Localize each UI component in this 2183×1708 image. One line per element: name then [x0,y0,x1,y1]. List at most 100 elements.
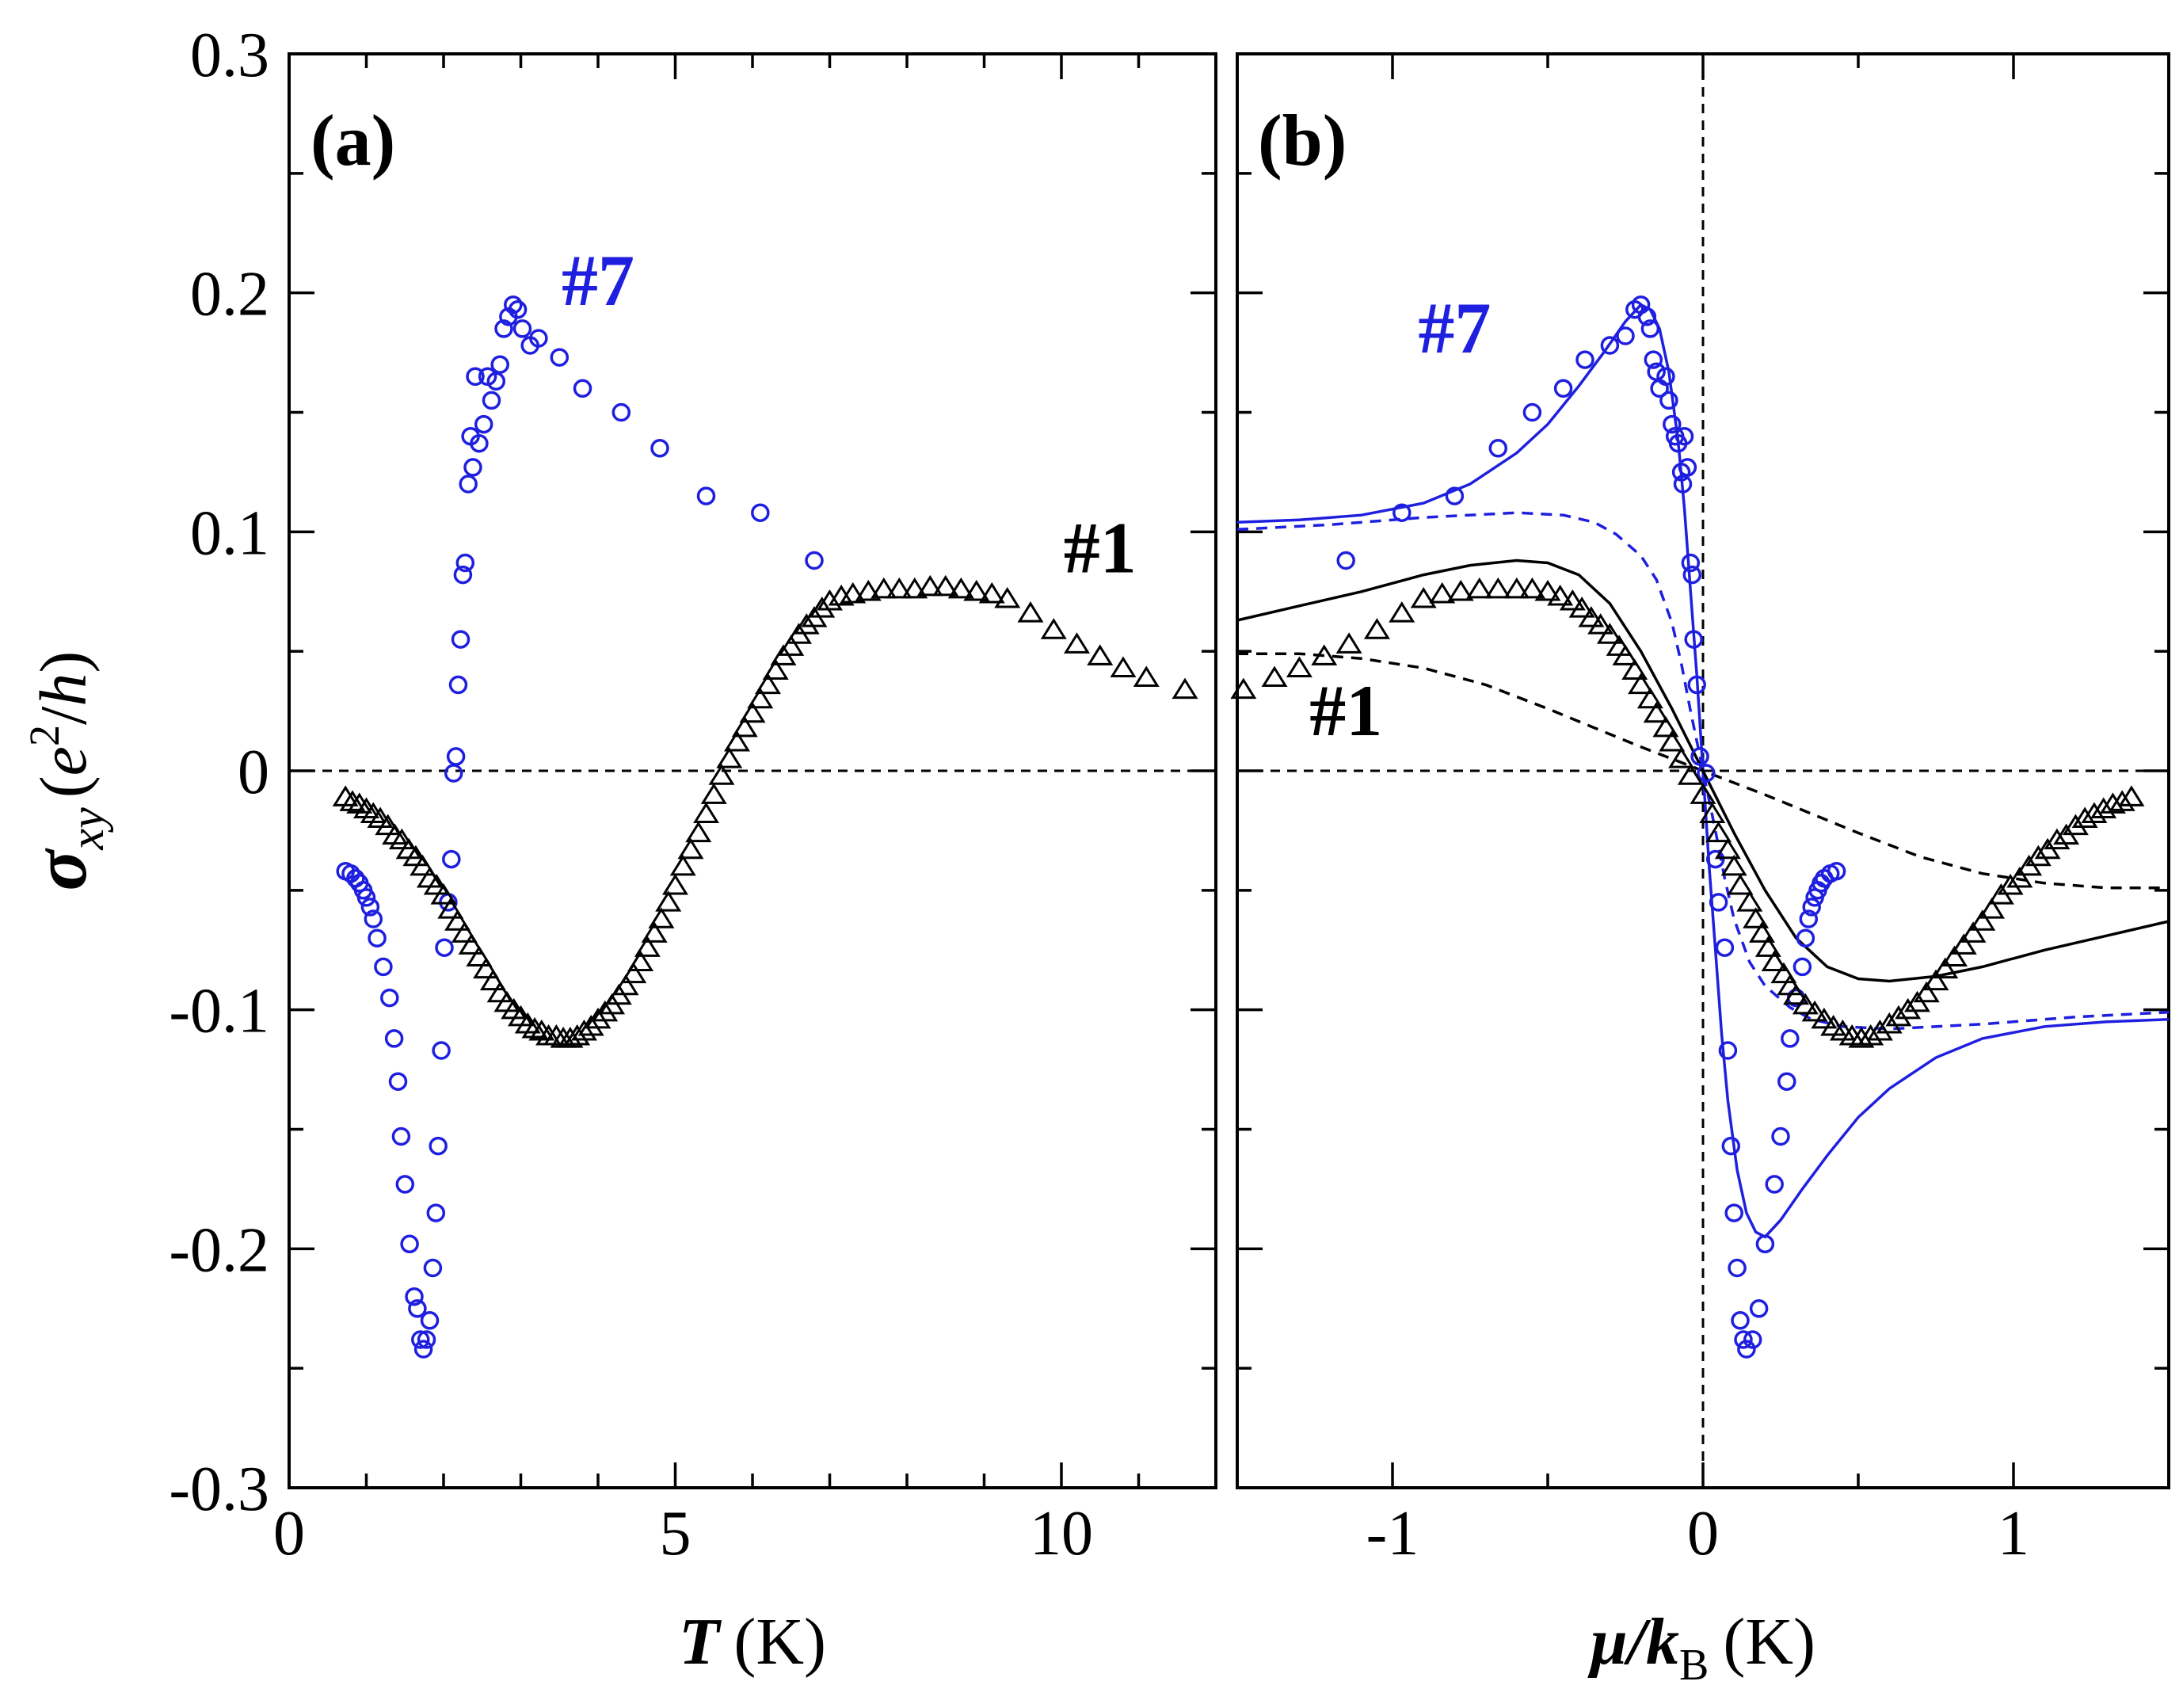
data-point-circle [411,1330,430,1349]
data-point-triangle [634,936,661,957]
data-point-triangle [932,574,959,597]
data-point-circle [1684,630,1703,649]
data-point-triangle [1087,644,1114,665]
data-point-circle [529,329,548,348]
data-point-circle [1663,414,1682,434]
data-point-circle [486,372,506,391]
panel-a-points [332,295,1198,1359]
data-point-triangle [685,821,712,843]
x-tick-label: 1 [1998,1499,2029,1569]
data-point-triangle [451,921,478,943]
data-point-triangle [1587,613,1614,635]
data-point-triangle [724,730,750,752]
data-point-triangle [1941,945,1968,966]
data-point-circle [1724,1203,1743,1222]
data-point-triangle [693,802,719,823]
data-point-triangle [444,909,471,931]
data-point-triangle [473,957,500,979]
panel-b-ticks [1236,52,2170,1489]
y-axis-symbol: σ [17,848,102,890]
data-point-circle [1644,350,1663,369]
data-point-triangle [375,814,402,836]
data-point-circle [1781,1029,1800,1048]
data-point-triangle [1652,715,1679,738]
data-point-triangle [1727,873,1754,895]
data-point-circle [1802,898,1821,917]
data-point-triangle [2006,866,2033,888]
data-point-triangle [2081,802,2108,823]
data-point-circle [512,319,532,338]
data-point-circle [1553,379,1573,398]
data-point-triangle [662,873,688,895]
data-point-triangle [947,577,974,599]
data-point-circle [1771,1127,1790,1146]
data-point-circle [1715,938,1735,957]
panel-b-points [1230,295,2145,1359]
data-point-circle [448,675,468,695]
data-point-triangle [1311,644,1338,665]
data-point-triangle [762,658,789,680]
data-point-triangle [1017,601,1044,623]
data-point-circle [374,957,393,977]
data-point-circle [1765,1175,1784,1194]
data-point-circle [395,1175,415,1194]
data-point-triangle [2025,844,2052,867]
panel-b-fit-curves [1236,303,2170,1239]
data-point-circle [388,1072,408,1091]
panel-a-ticks [288,52,1217,1489]
data-point-triangle [1596,623,1623,644]
data-point-triangle [388,828,415,850]
data-point-triangle [809,597,836,618]
data-point-triangle [963,579,990,601]
data-point-circle [1687,675,1706,695]
data-point-triangle [1643,701,1670,723]
series-label: #1 [1309,670,1382,751]
data-point-triangle [731,715,758,738]
data-point-circle [1600,336,1620,355]
data-point-circle [1792,957,1812,977]
data-point-triangle [1699,802,1726,823]
panel-b-label: (b) [1258,100,1347,181]
data-point-triangle [1969,909,1996,931]
data-point-triangle [486,981,513,1003]
data-point-circle [1681,553,1701,573]
data-point-triangle [1484,577,1511,599]
data-point-triangle [655,890,682,912]
data-point-circle [1678,458,1697,477]
data-point-triangle [479,969,506,991]
data-point-circle [1392,503,1412,522]
data-point-triangle [2071,806,2098,829]
data-point-circle [1682,565,1702,585]
data-point-triangle [339,790,366,811]
data-point-circle [650,439,669,458]
data-point-triangle [1690,783,1716,804]
series-label: #7 [562,240,634,321]
data-point-triangle [620,962,647,984]
data-point-triangle [1761,950,1788,972]
data-point-circle [1796,928,1815,947]
data-point-circle [432,1041,451,1060]
y-tick-label: -0.2 [169,1215,269,1285]
data-point-circle [408,1299,427,1318]
x-axis-b-variable: μ/k [1587,1605,1679,1679]
data-point-circle [360,898,380,917]
data-point-triangle [1133,665,1160,688]
data-point-triangle [2109,790,2135,811]
data-point-triangle [1770,962,1797,984]
x-axis-b-unit: (K) [1723,1605,1815,1679]
data-point-circle [1659,391,1678,410]
data-point-circle [380,988,399,1008]
data-point-circle [494,319,513,338]
data-point-triangle [978,581,1005,604]
data-point-triangle [612,974,639,996]
data-point-circle [1737,1340,1756,1359]
x-tick-label: -1 [1366,1499,1419,1569]
data-point-triangle [1720,854,1747,876]
data-point-circle [1616,326,1635,345]
data-point-triangle [700,783,727,804]
data-point-triangle [1363,618,1390,639]
data-point-circle [751,503,770,522]
data-point-triangle [1677,764,1704,785]
data-point-circle [1777,1072,1796,1091]
data-point-triangle [410,854,436,876]
